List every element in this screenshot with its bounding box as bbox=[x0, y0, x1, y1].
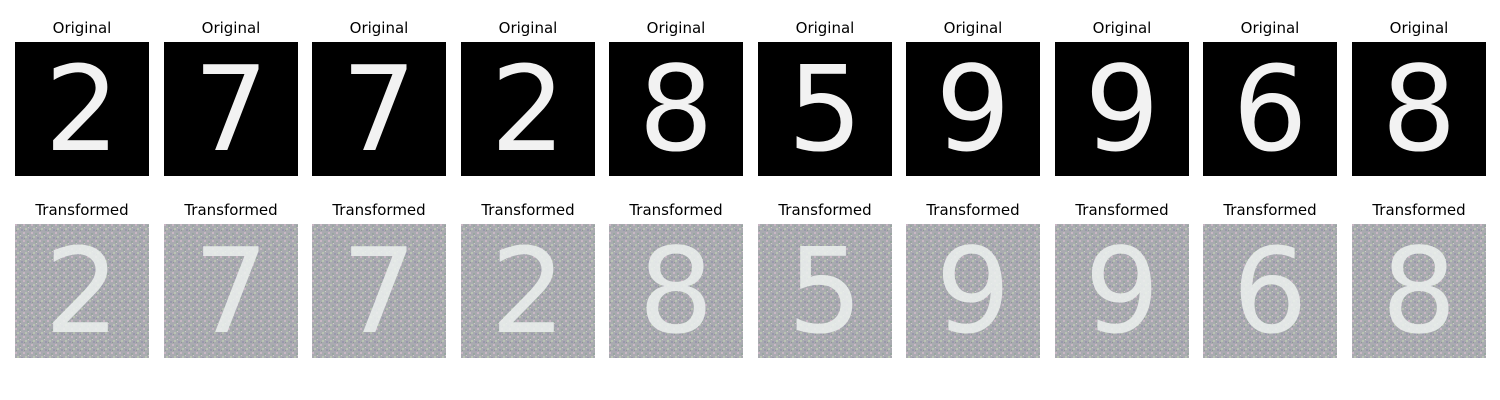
digit-glyph: 5 bbox=[787, 42, 862, 176]
digit-glyph: 9 bbox=[1084, 42, 1159, 176]
digit-glyph: 6 bbox=[1232, 42, 1307, 176]
original-title: Original bbox=[349, 19, 409, 37]
transformed-title: Transformed bbox=[35, 201, 129, 219]
original-image: 8 bbox=[609, 42, 743, 176]
transformed-image: 7 bbox=[312, 224, 446, 358]
digit-glyph: 2 bbox=[490, 42, 565, 176]
original-title: Original bbox=[646, 19, 706, 37]
digit-glyph: 8 bbox=[1381, 224, 1456, 358]
transformed-title: Transformed bbox=[184, 201, 278, 219]
original-title: Original bbox=[52, 19, 112, 37]
digit-glyph: 8 bbox=[1381, 42, 1456, 176]
digit-glyph: 8 bbox=[638, 224, 713, 358]
digit-glyph: 6 bbox=[1232, 224, 1307, 358]
digit-glyph: 9 bbox=[935, 42, 1010, 176]
transformed-title: Transformed bbox=[1372, 201, 1466, 219]
transformed-title: Transformed bbox=[332, 201, 426, 219]
original-title: Original bbox=[1240, 19, 1300, 37]
original-image: 9 bbox=[906, 42, 1040, 176]
original-image: 7 bbox=[164, 42, 298, 176]
original-image: 9 bbox=[1055, 42, 1189, 176]
transformed-image: 7 bbox=[164, 224, 298, 358]
digit-glyph: 7 bbox=[193, 224, 268, 358]
transformed-image: 2 bbox=[15, 224, 149, 358]
original-title: Original bbox=[1092, 19, 1152, 37]
original-title: Original bbox=[943, 19, 1003, 37]
original-image: 2 bbox=[15, 42, 149, 176]
transformed-title: Transformed bbox=[1223, 201, 1317, 219]
transformed-image: 6 bbox=[1203, 224, 1337, 358]
digit-glyph: 7 bbox=[341, 42, 416, 176]
transformed-title: Transformed bbox=[481, 201, 575, 219]
transformed-image: 8 bbox=[609, 224, 743, 358]
transformed-image: 2 bbox=[461, 224, 595, 358]
digit-glyph: 2 bbox=[44, 42, 119, 176]
digit-glyph: 8 bbox=[638, 42, 713, 176]
digit-glyph: 5 bbox=[787, 224, 862, 358]
original-image: 5 bbox=[758, 42, 892, 176]
transformed-image: 5 bbox=[758, 224, 892, 358]
original-title: Original bbox=[498, 19, 558, 37]
original-title: Original bbox=[1389, 19, 1449, 37]
digit-glyph: 9 bbox=[1084, 224, 1159, 358]
digit-glyph: 2 bbox=[490, 224, 565, 358]
transformed-title: Transformed bbox=[778, 201, 872, 219]
digit-glyph: 7 bbox=[341, 224, 416, 358]
transformed-title: Transformed bbox=[629, 201, 723, 219]
original-image: 6 bbox=[1203, 42, 1337, 176]
transformed-image: 9 bbox=[1055, 224, 1189, 358]
transformed-image: 9 bbox=[906, 224, 1040, 358]
original-image: 8 bbox=[1352, 42, 1486, 176]
digit-glyph: 7 bbox=[193, 42, 268, 176]
digit-glyph: 9 bbox=[935, 224, 1010, 358]
original-image: 2 bbox=[461, 42, 595, 176]
transformed-title: Transformed bbox=[1075, 201, 1169, 219]
original-image: 7 bbox=[312, 42, 446, 176]
original-title: Original bbox=[795, 19, 855, 37]
digit-glyph: 2 bbox=[44, 224, 119, 358]
transformed-title: Transformed bbox=[926, 201, 1020, 219]
original-title: Original bbox=[201, 19, 261, 37]
transformed-image: 8 bbox=[1352, 224, 1486, 358]
